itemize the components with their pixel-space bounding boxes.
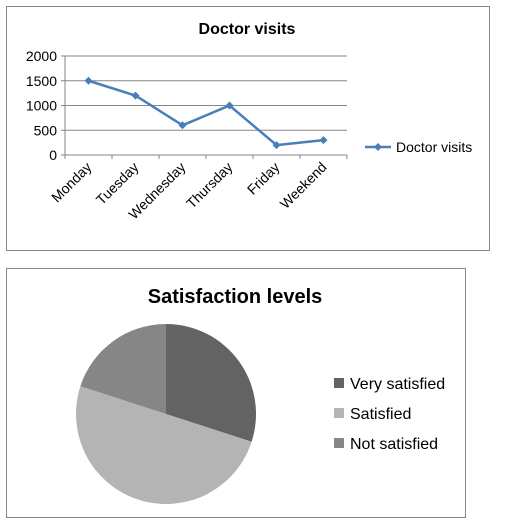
x-tick-label: Friday xyxy=(244,159,283,198)
doctor-visits-chart: Doctor visits 0 500 1000 1500 2000 Monday Tues… xyxy=(6,6,490,251)
x-tick-label: Tuesday xyxy=(93,159,142,208)
data-point xyxy=(319,136,328,145)
legend-swatch xyxy=(334,408,344,418)
x-tick-label: Monday xyxy=(48,159,95,206)
data-point xyxy=(272,141,281,150)
satisfaction-svg: Satisfaction levels Very satisfied Satisf… xyxy=(75,286,445,504)
data-point xyxy=(131,91,140,100)
legend-label: Doctor visits xyxy=(396,139,472,155)
x-tick-label: Thursday xyxy=(183,159,236,212)
y-tick-label: 1500 xyxy=(26,73,57,89)
y-tick-label: 2000 xyxy=(26,48,57,64)
y-tick-label: 500 xyxy=(34,122,58,138)
y-tick-label: 1000 xyxy=(26,98,57,114)
legend-swatch xyxy=(334,438,344,448)
series-line xyxy=(88,79,324,147)
legend-label: Not satisfied xyxy=(350,436,438,453)
data-point xyxy=(225,101,234,110)
satisfaction-chart: Satisfaction levels Very satisfied Satisf… xyxy=(6,268,466,518)
y-tick-label: 0 xyxy=(49,147,57,163)
pie-slice xyxy=(80,324,166,414)
legend-swatch xyxy=(334,378,344,388)
legend-label: Very satisfied xyxy=(350,376,445,393)
chart-title: Satisfaction levels xyxy=(148,286,323,308)
pie-slice xyxy=(75,386,252,504)
x-tick-label: Weekend xyxy=(277,159,330,212)
data-point xyxy=(178,121,187,130)
doctor-visits-svg: Doctor visits 0 500 1000 1500 2000 MondayTues… xyxy=(26,21,472,222)
legend-label: Satisfied xyxy=(350,406,411,423)
data-point xyxy=(84,76,93,85)
legend-marker xyxy=(374,143,382,151)
chart-title: Doctor visits xyxy=(199,21,296,38)
pie-slice xyxy=(166,324,256,442)
